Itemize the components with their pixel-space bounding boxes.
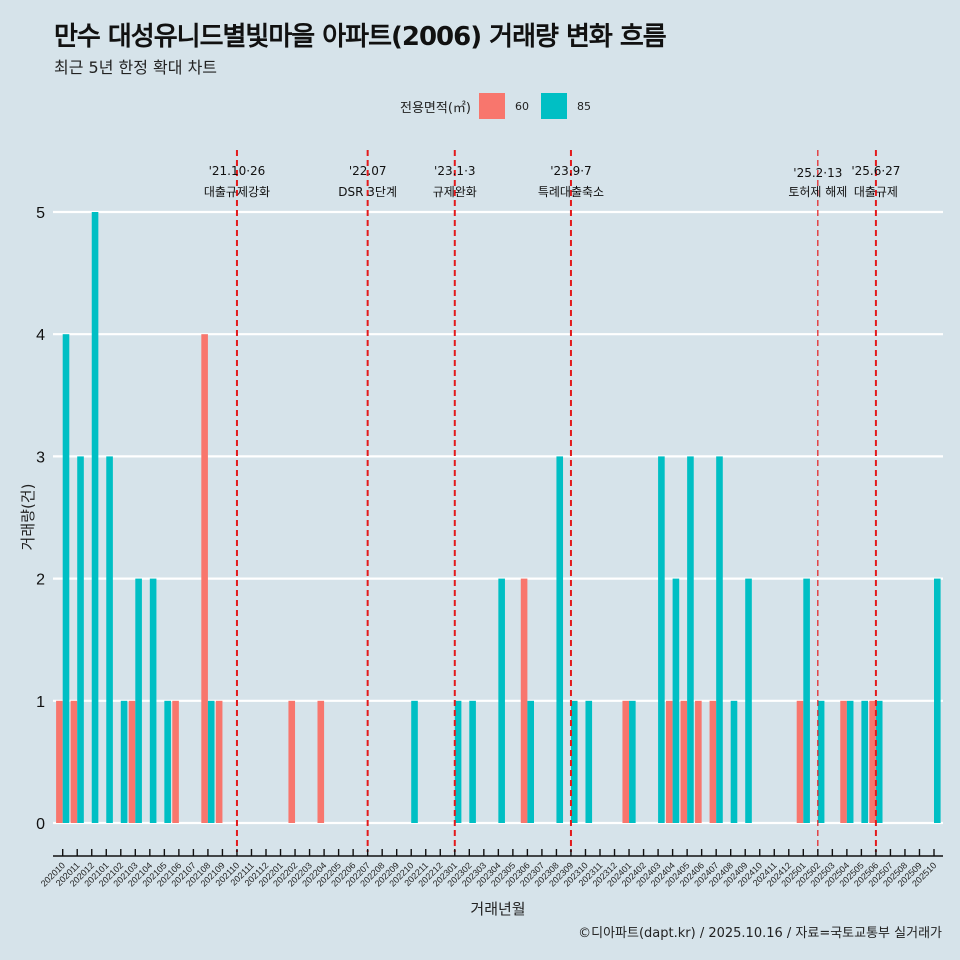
bar-85-202407 <box>716 456 723 823</box>
bar-85-202108 <box>207 700 215 823</box>
annotation-label: 대출규제강화 <box>204 185 270 199</box>
x-axis-title: 거래년월 <box>470 900 525 918</box>
y-tick-label: 3 <box>36 449 45 466</box>
bar-85-202501 <box>803 578 810 823</box>
annotation-date: '21.10·26 <box>209 164 266 178</box>
chart-subtitle: 최근 5년 한정 확대 차트 <box>54 58 218 77</box>
annotation-label: 토허제 해제 <box>788 185 847 199</box>
bar-60-202406 <box>695 700 702 823</box>
bar-85-202306 <box>527 700 534 823</box>
bar-85-202012 <box>91 212 99 823</box>
bar-85-202103 <box>135 578 142 823</box>
bar-60-202401 <box>622 700 630 823</box>
bar-85-202403 <box>658 456 665 823</box>
bar-85-202309 <box>570 700 578 823</box>
source-caption: ©디아파트(dapt.kr) / 2025.10.16 / 자료=국토교통부 실… <box>578 926 942 941</box>
bar-85-202210 <box>411 700 418 823</box>
bar-85-202504 <box>846 700 854 823</box>
annotation-date: '25.6·27 <box>851 164 900 178</box>
bar-60-202506 <box>869 700 876 823</box>
bar-60-202106 <box>172 700 179 823</box>
annotation-label: 대출규제 <box>854 185 898 199</box>
bar-85-202104 <box>149 578 157 823</box>
bar-85-202401 <box>629 700 636 823</box>
bar-85-202505 <box>861 700 868 823</box>
bar-85-202105 <box>164 700 171 823</box>
annotation-label: 특례대출축소 <box>538 185 604 199</box>
y-tick-label: 2 <box>36 572 45 589</box>
bar-60-202109 <box>215 700 223 823</box>
bar-85-202301 <box>454 700 462 823</box>
y-tick-label: 0 <box>36 816 45 833</box>
legend-swatch-60 <box>478 93 505 119</box>
y-tick-label: 5 <box>36 205 45 222</box>
bar-60-202504 <box>840 700 847 823</box>
bar-60-202405 <box>680 700 688 823</box>
bar-85-202506 <box>875 700 883 823</box>
bar-85-202308 <box>556 456 564 823</box>
bar-85-202302 <box>469 700 476 823</box>
bar-60-202202 <box>288 700 296 823</box>
annotation-date: '23.1·3 <box>434 164 475 178</box>
bar-85-202310 <box>585 700 593 823</box>
bar-85-202102 <box>120 700 128 823</box>
annotation-label: DSR 3단계 <box>338 185 397 199</box>
bar-60-202010 <box>56 700 63 823</box>
bar-60-202011 <box>70 700 78 823</box>
y-axis-title: 거래량(건) <box>19 484 37 551</box>
bar-85-202011 <box>77 456 84 823</box>
legend-label-60: 60 <box>514 99 529 113</box>
bar-60-202103 <box>128 700 136 823</box>
bar-85-202304 <box>498 578 505 823</box>
bar-85-202408 <box>730 700 738 823</box>
chart-title: 만수 대성유니드별빛마을 아파트(2006) 거래량 변화 흐름 <box>54 22 667 52</box>
legend: 전용면적(㎡) 60 85 <box>400 93 603 119</box>
annotation-label: 규제완화 <box>433 185 477 199</box>
legend-swatch-85 <box>540 93 567 119</box>
annotation-date: '25.2·13 <box>793 166 842 180</box>
bar-60-202501 <box>796 700 804 823</box>
y-tick-label: 4 <box>36 327 45 344</box>
legend-label-85: 85 <box>576 99 591 113</box>
bar-85-202405 <box>687 456 694 823</box>
bar-60-202407 <box>709 700 717 823</box>
annotation-date: '22.07 <box>349 164 387 178</box>
legend-title: 전용면적(㎡) <box>400 100 471 116</box>
annotation-date: '23.9·7 <box>550 164 591 178</box>
bar-60-202204 <box>317 700 325 823</box>
bar-60-202404 <box>666 700 673 823</box>
bar-60-202108 <box>201 334 208 823</box>
y-tick-label: 1 <box>36 694 45 711</box>
bar-85-202404 <box>672 578 680 823</box>
bar-85-202010 <box>62 334 70 823</box>
bar-60-202306 <box>520 578 528 823</box>
bar-85-202510 <box>934 578 941 823</box>
bar-85-202409 <box>745 578 752 823</box>
bar-85-202502 <box>817 700 825 823</box>
bar-85-202101 <box>106 456 113 823</box>
